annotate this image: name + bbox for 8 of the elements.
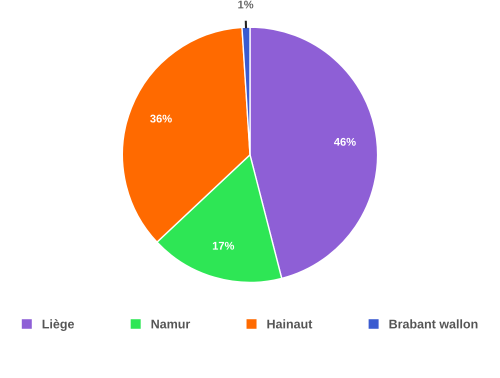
data-label: 17% [212,242,234,250]
data-label: 36% [150,114,172,123]
data-label: 1% [238,0,254,8]
legend-label: Liège [42,319,74,331]
legend-label: Hainaut [267,319,312,328]
legend-label: Brabant wallon [389,319,478,328]
legend-label: Namur [152,320,190,328]
data-label: 46% [334,138,356,146]
